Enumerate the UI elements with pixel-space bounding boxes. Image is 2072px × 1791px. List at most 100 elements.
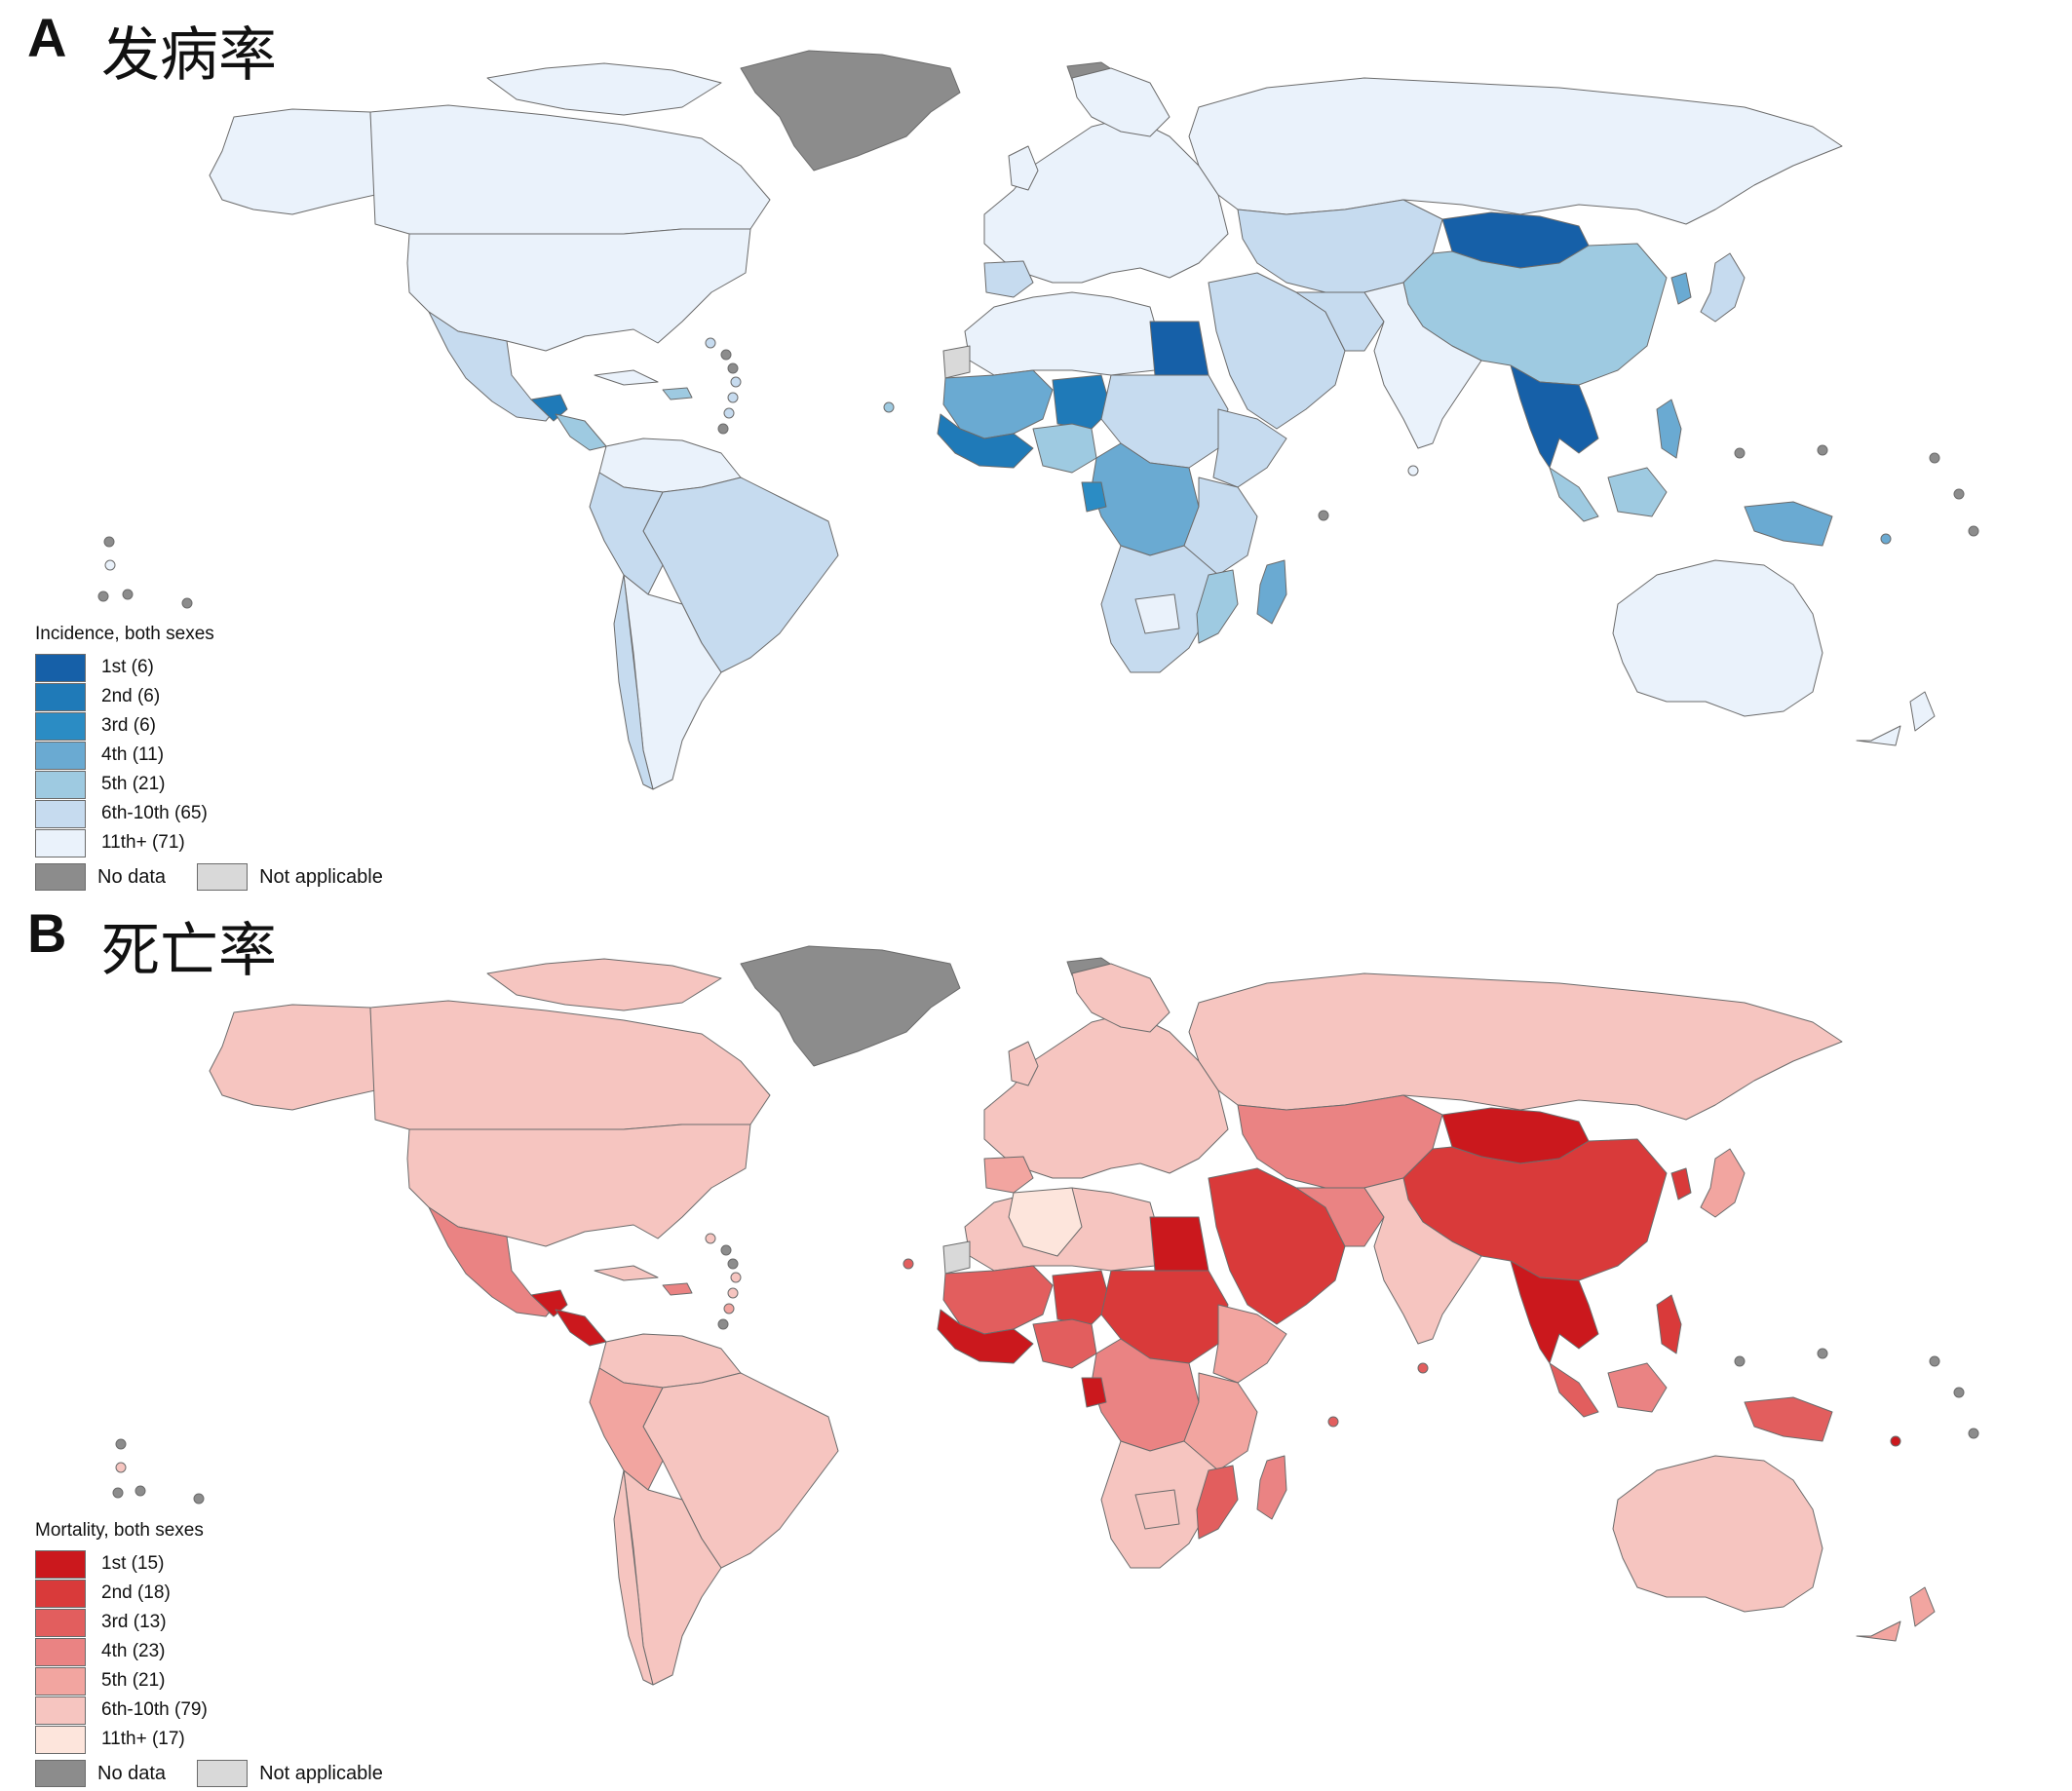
- legend-label: 2nd (6): [101, 686, 161, 706]
- philippines-region: [1656, 399, 1682, 459]
- iberia-region: [983, 1156, 1034, 1194]
- north-africa-region: [964, 291, 1161, 376]
- usa-region: [406, 1124, 751, 1247]
- incidence-legend: Incidence, both sexes 1st (6) 2nd (6) 3r…: [35, 624, 414, 891]
- madagascar-region: [1256, 559, 1287, 625]
- island-marker: [723, 1303, 735, 1315]
- legend-label: 5th (21): [101, 1670, 166, 1691]
- andes-region: [589, 1367, 664, 1491]
- legend-item: 11th+ (71): [35, 828, 414, 857]
- scandinavia-region: [1071, 67, 1170, 137]
- madagascar-region: [1256, 1455, 1287, 1520]
- iran-region: [1295, 1187, 1385, 1247]
- legend-label: 11th+ (71): [101, 832, 185, 853]
- island-marker: [1890, 1435, 1901, 1447]
- legend-swatch: [35, 1725, 86, 1754]
- mortality-legend: Mortality, both sexes 1st (15) 2nd (18) …: [35, 1520, 414, 1787]
- legend-label: 1st (15): [101, 1553, 165, 1574]
- legend-label: Not applicable: [259, 1762, 383, 1784]
- usa-region: [406, 228, 751, 352]
- legend-title: Mortality, both sexes: [35, 1520, 204, 1541]
- panel-title-incidence: 发病率: [101, 21, 277, 90]
- alaska-region: [209, 108, 376, 215]
- india-region: [1363, 282, 1482, 449]
- legend-swatch: [35, 741, 86, 770]
- island-marker: [727, 362, 739, 374]
- horn-africa-region: [1212, 408, 1287, 488]
- mozambique-region: [1196, 569, 1239, 644]
- legend-no-data: No data: [35, 1760, 166, 1787]
- legend-extra: No data Not applicable: [35, 863, 414, 891]
- uk-region: [1008, 1041, 1039, 1086]
- island-marker: [1817, 1348, 1828, 1359]
- island-marker: [720, 1244, 732, 1256]
- legend-swatch: [35, 653, 86, 682]
- legend-label: No data: [97, 1762, 167, 1784]
- island-marker: [705, 1233, 716, 1244]
- egypt-region: [1149, 321, 1209, 376]
- sumatra-region: [1549, 1362, 1599, 1418]
- canada-region: [369, 104, 771, 235]
- island-marker: [730, 1272, 742, 1283]
- southeast-asia-region: [1510, 1260, 1599, 1364]
- legend-label: 3rd (13): [101, 1612, 167, 1632]
- island-marker: [1327, 1416, 1339, 1428]
- legend-label: 2nd (18): [101, 1582, 171, 1603]
- southeast-asia-region: [1510, 364, 1599, 469]
- mortality-panel: B 死亡率: [0, 896, 2072, 1791]
- chile-region: [613, 1469, 654, 1686]
- india-region: [1363, 1177, 1482, 1345]
- gabon-region: [1081, 1377, 1107, 1408]
- legend-label: Not applicable: [259, 865, 383, 888]
- legend-label: 11th+ (17): [101, 1729, 185, 1749]
- canada-region: [369, 1000, 771, 1130]
- new-guinea-region: [1744, 1396, 1833, 1442]
- mozambique-region: [1196, 1465, 1239, 1540]
- arctic-islands-region: [486, 958, 722, 1011]
- legend-label: 4th (11): [101, 744, 165, 765]
- island-marker: [1817, 444, 1828, 456]
- island-marker: [883, 401, 895, 413]
- legend-item: 3rd (6): [35, 711, 414, 741]
- island-marker: [1968, 1428, 1979, 1439]
- island-marker: [1968, 525, 1979, 537]
- island-marker: [717, 1318, 729, 1330]
- legend-item: 6th-10th (65): [35, 799, 414, 828]
- scandinavia-region: [1071, 963, 1170, 1033]
- island-marker: [134, 1485, 146, 1497]
- island-marker: [1929, 452, 1940, 464]
- sudan-chad-region: [1100, 374, 1229, 469]
- island-marker: [717, 423, 729, 435]
- island-marker: [1880, 533, 1892, 545]
- japan-region: [1700, 252, 1746, 323]
- iberia-region: [983, 260, 1034, 298]
- legend-swatch: [35, 799, 86, 828]
- legend-swatch: [35, 1549, 86, 1579]
- philippines-region: [1656, 1294, 1682, 1354]
- hispaniola-region: [662, 387, 693, 400]
- japan-region: [1700, 1148, 1746, 1218]
- legend-swatch: [35, 1666, 86, 1696]
- island-marker: [727, 1287, 739, 1299]
- nigeria-region: [1032, 423, 1097, 474]
- island-marker: [1953, 488, 1965, 500]
- island-marker: [112, 1487, 124, 1499]
- legend-label: No data: [97, 865, 167, 888]
- legend-swatch: [35, 863, 86, 891]
- greenland-region: [740, 945, 961, 1067]
- hispaniola-region: [662, 1282, 693, 1296]
- legend-item: 2nd (6): [35, 682, 414, 711]
- legend-swatch: [35, 1760, 86, 1787]
- europe-region: [983, 1011, 1229, 1179]
- legend-swatch: [197, 1760, 249, 1787]
- island-marker: [1407, 465, 1419, 476]
- legend-item: 1st (15): [35, 1549, 414, 1579]
- island-marker: [115, 1438, 127, 1450]
- nigeria-region: [1032, 1318, 1097, 1369]
- panel-title-mortality: 死亡率: [101, 917, 277, 985]
- island-marker: [1318, 510, 1329, 521]
- legend-swatch: [35, 682, 86, 711]
- island-marker: [720, 349, 732, 361]
- uk-region: [1008, 145, 1039, 191]
- west-africa-region: [942, 369, 1054, 439]
